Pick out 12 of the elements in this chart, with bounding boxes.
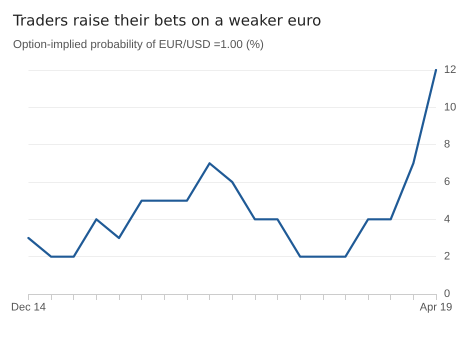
y-tick-label: 2 bbox=[444, 250, 450, 263]
x-tick-label: Apr 19 bbox=[420, 302, 452, 314]
y-tick-label: 10 bbox=[444, 101, 456, 114]
y-tick-label: 4 bbox=[444, 213, 450, 226]
chart-subtitle: Option-implied probability of EUR/USD =1.00 (%) bbox=[13, 39, 264, 51]
line-series bbox=[27, 68, 438, 258]
y-tick-label: 8 bbox=[444, 138, 450, 151]
y-tick-label: 0 bbox=[444, 288, 450, 300]
y-tick-label: 6 bbox=[444, 176, 450, 188]
y-tick-label: 12 bbox=[444, 64, 456, 76]
x-tick-label: Dec 14 bbox=[10, 302, 46, 314]
chart-title: Traders raise their bets on a weaker euro bbox=[12, 12, 322, 30]
